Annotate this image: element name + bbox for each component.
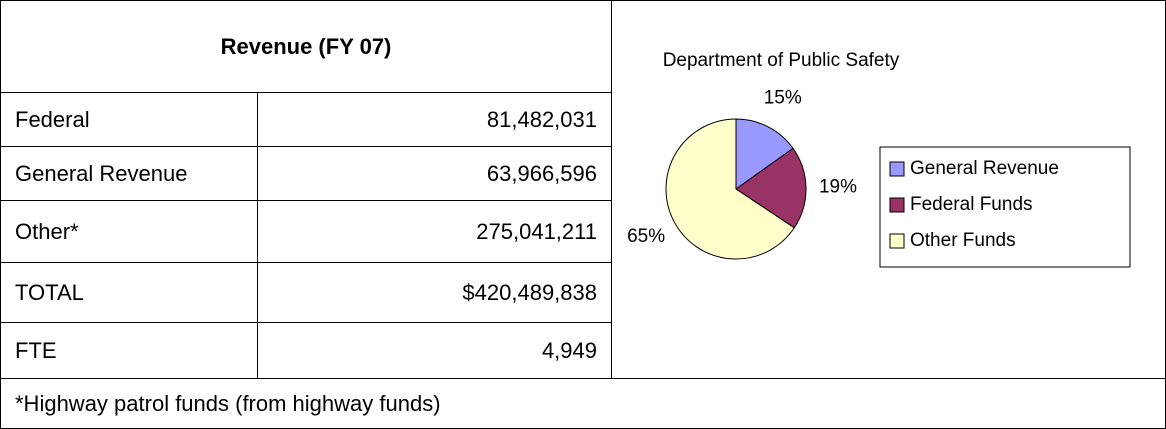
legend-swatch xyxy=(889,161,905,177)
row-value: 275,041,211 xyxy=(257,200,612,263)
pie-slice xyxy=(735,118,794,190)
row-value: 63,966,596 xyxy=(257,146,612,201)
footnote: *Highway patrol funds (from highway fund… xyxy=(0,378,1166,429)
data-label: 19% xyxy=(819,176,857,197)
pie-slice xyxy=(665,118,795,260)
row-label: FTE xyxy=(0,322,258,379)
row-value: $420,489,838 xyxy=(257,262,612,323)
legend-box xyxy=(879,146,1131,268)
data-label: 15% xyxy=(764,87,802,108)
row-label: TOTAL xyxy=(0,262,258,323)
row-label: General Revenue xyxy=(0,146,258,201)
row-label: Other* xyxy=(0,200,258,263)
data-label: 65% xyxy=(627,226,665,247)
row-label: Federal xyxy=(0,92,258,147)
chart-title: Department of Public Safety xyxy=(663,50,900,71)
legend-label: General Revenue xyxy=(910,158,1059,179)
legend-swatch xyxy=(889,197,905,213)
legend-label: Federal Funds xyxy=(910,194,1033,215)
chart: Department of Public Safety 15% 19% 65% Gen… xyxy=(627,50,1131,268)
legend-label: Other Funds xyxy=(910,230,1016,251)
pie-slice xyxy=(735,147,807,229)
row-value: 4,949 xyxy=(257,322,612,379)
row-value: 81,482,031 xyxy=(257,92,612,147)
legend-swatch xyxy=(889,233,905,249)
table-title: Revenue (FY 07) xyxy=(0,0,612,93)
